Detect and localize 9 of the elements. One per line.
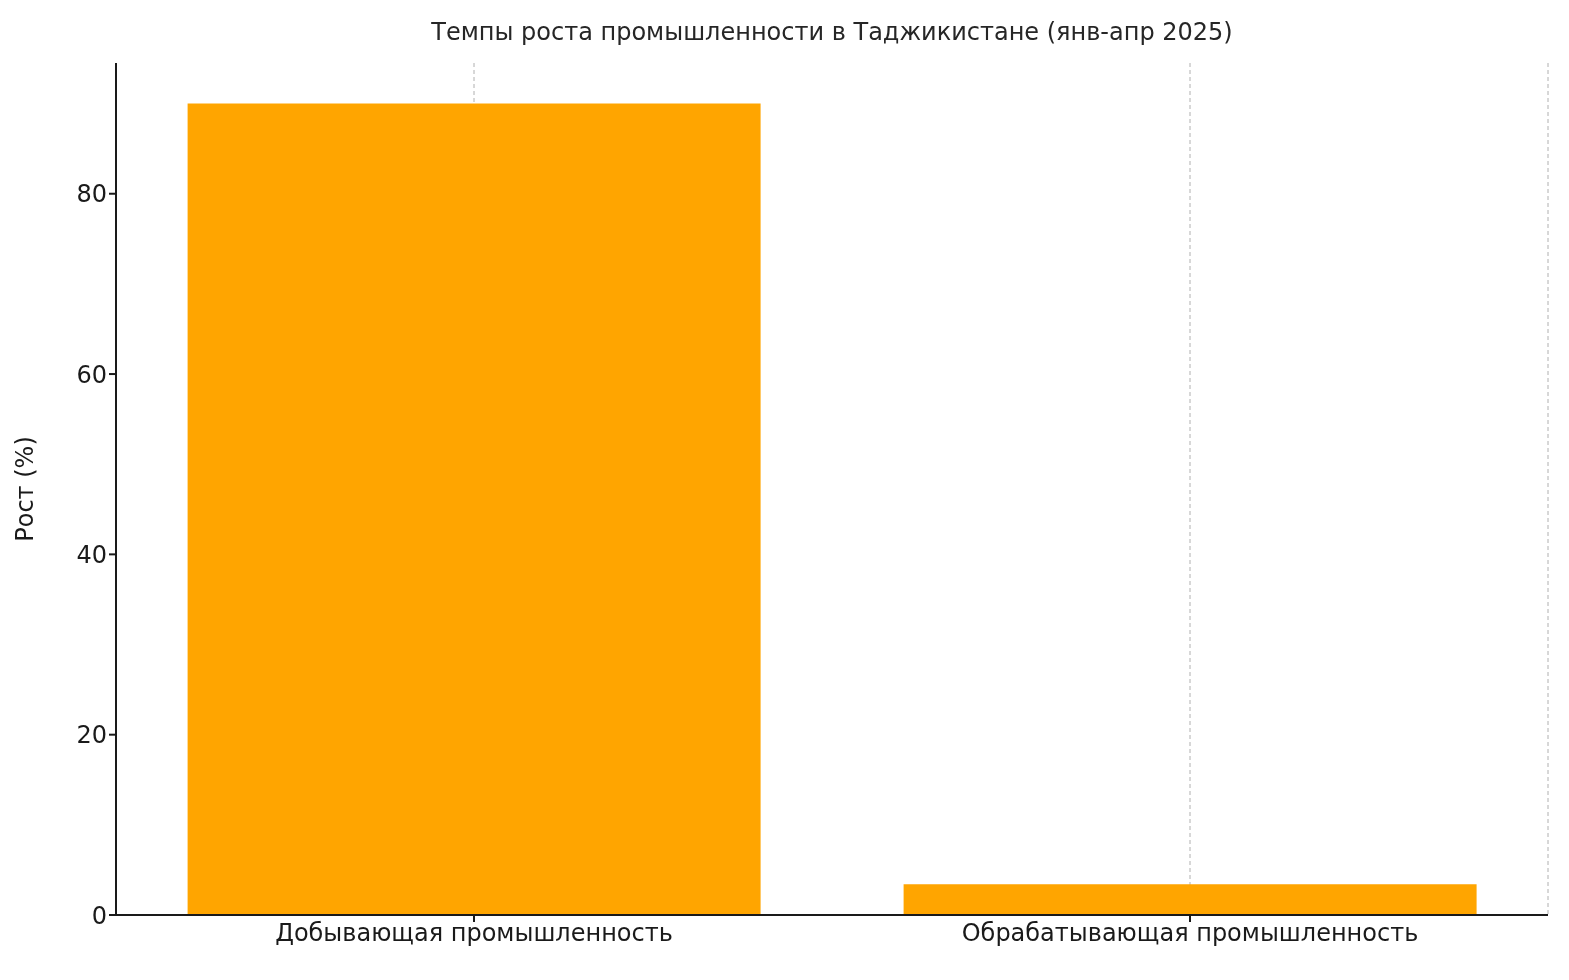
y-tick-label: 80 [76, 180, 107, 209]
y-axis-title: Рост (%) [10, 436, 39, 542]
y-tick-label: 20 [76, 721, 107, 750]
y-tick-label: 0 [91, 901, 107, 930]
chart-title: Темпы роста промышленности в Таджикистане (янв-апр 2025) [430, 18, 1234, 46]
y-tick-label: 40 [76, 540, 107, 569]
x-tick-label: Добывающая промышленность [275, 919, 673, 948]
y-tick-label: 60 [76, 360, 107, 389]
x-tick-label: Обрабатывающая промышленность [961, 919, 1419, 948]
